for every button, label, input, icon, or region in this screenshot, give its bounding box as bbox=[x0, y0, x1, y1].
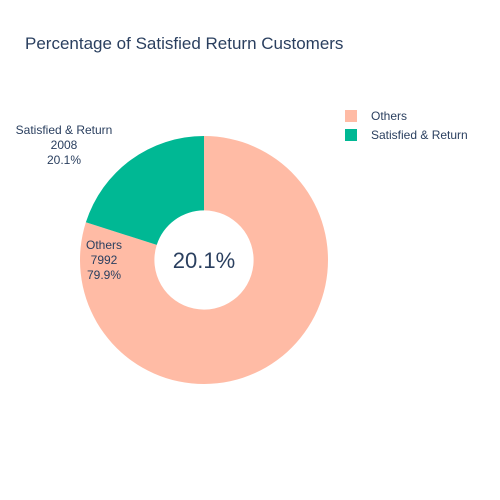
slice-others[interactable] bbox=[79, 136, 328, 384]
legend: Others Satisfied & Return bbox=[345, 106, 468, 144]
svg-text:2008: 2008 bbox=[51, 138, 78, 152]
svg-text:7992: 7992 bbox=[91, 253, 118, 267]
legend-item-others[interactable]: Others bbox=[345, 106, 468, 125]
svg-text:Others: Others bbox=[86, 238, 122, 252]
legend-swatch-others bbox=[345, 109, 357, 122]
svg-text:20.1%: 20.1% bbox=[47, 153, 81, 167]
center-annotation: 20.1% bbox=[173, 248, 235, 273]
chart-title: Percentage of Satisfied Return Customers bbox=[25, 34, 344, 53]
slice-satisfied-return[interactable] bbox=[85, 136, 204, 245]
legend-label-others: Others bbox=[371, 108, 408, 123]
legend-item-satisfied-return[interactable]: Satisfied & Return bbox=[345, 125, 468, 144]
legend-swatch-satisfied-return bbox=[345, 128, 357, 141]
svg-text:Satisfied & Return: Satisfied & Return bbox=[16, 123, 113, 137]
legend-label-satisfied-return: Satisfied & Return bbox=[371, 127, 468, 142]
svg-text:79.9%: 79.9% bbox=[87, 268, 121, 282]
